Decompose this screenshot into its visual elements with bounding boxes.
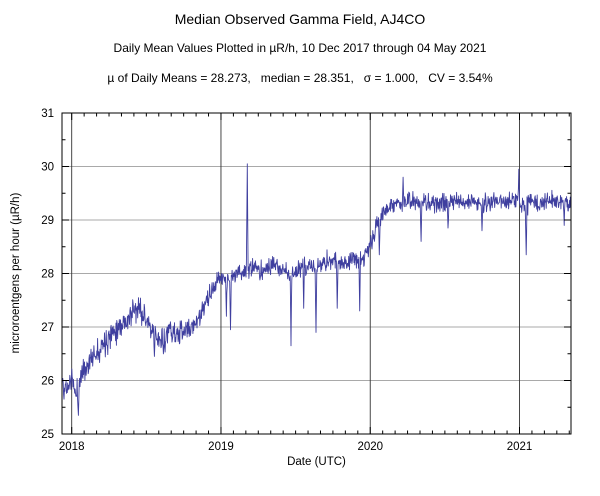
axis-frame: [61, 112, 572, 435]
svg-text:2020: 2020: [357, 441, 383, 453]
x-axis-label: Date (UTC): [287, 456, 346, 468]
svg-text:29: 29: [41, 215, 54, 227]
svg-text:2021: 2021: [507, 441, 533, 453]
chart-subtitle: Daily Mean Values Plotted in µR/h, 10 De…: [113, 41, 487, 55]
svg-text:27: 27: [41, 322, 54, 334]
svg-text:2019: 2019: [208, 441, 234, 453]
svg-text:2018: 2018: [59, 441, 85, 453]
series-line: [61, 163, 572, 416]
svg-text:25: 25: [41, 429, 54, 441]
svg-text:30: 30: [41, 162, 54, 174]
chart-stats-line: µ of Daily Means = 28.273, median = 28.3…: [107, 71, 493, 85]
y-tick-labels: 25 26 27 28 29 30 31: [41, 108, 54, 441]
x-tick-labels: 2018 2019 2020 2021: [59, 441, 532, 453]
axis-ticks: [62, 112, 571, 435]
svg-text:28: 28: [41, 269, 54, 281]
svg-text:26: 26: [41, 376, 54, 388]
svg-text:31: 31: [41, 108, 54, 120]
chart-title: Median Observed Gamma Field, AJ4CO: [174, 11, 426, 27]
